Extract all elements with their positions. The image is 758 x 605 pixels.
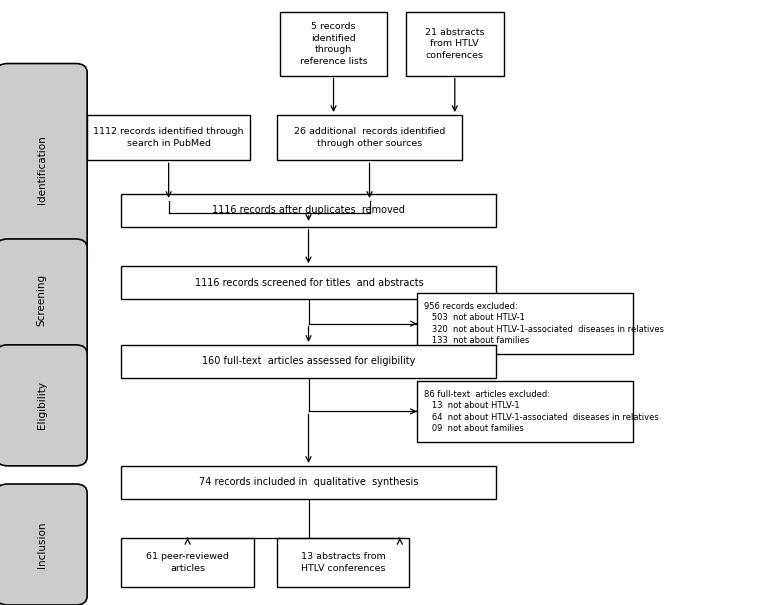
FancyBboxPatch shape (0, 64, 87, 275)
Text: Eligibility: Eligibility (36, 381, 47, 430)
Text: 1116 records after duplicates  removed: 1116 records after duplicates removed (212, 205, 406, 215)
FancyBboxPatch shape (121, 466, 496, 499)
Text: 61 peer-reviewed
articles: 61 peer-reviewed articles (146, 552, 229, 573)
Text: 1116 records screened for titles  and abstracts: 1116 records screened for titles and abs… (195, 278, 423, 288)
FancyBboxPatch shape (277, 538, 409, 587)
Text: 956 records excluded:
   503  not about HTLV-1
   320  not about HTLV-1-associat: 956 records excluded: 503 not about HTLV… (424, 302, 665, 345)
Text: Inclusion: Inclusion (36, 522, 47, 567)
FancyBboxPatch shape (417, 293, 633, 354)
Text: Identification: Identification (36, 135, 47, 204)
Text: 26 additional  records identified
through other sources: 26 additional records identified through… (294, 128, 445, 148)
Text: 21 abstracts
from HTLV
conferences: 21 abstracts from HTLV conferences (425, 28, 484, 60)
FancyBboxPatch shape (87, 115, 250, 160)
Text: 86 full-text  articles excluded:
   13  not about HTLV-1
   64  not about HTLV-1: 86 full-text articles excluded: 13 not a… (424, 390, 659, 433)
FancyBboxPatch shape (417, 381, 633, 442)
FancyBboxPatch shape (121, 194, 496, 227)
FancyBboxPatch shape (406, 12, 504, 76)
FancyBboxPatch shape (0, 239, 87, 360)
FancyBboxPatch shape (280, 12, 387, 76)
FancyBboxPatch shape (121, 345, 496, 378)
Text: 1112 records identified through
search in PubMed: 1112 records identified through search i… (93, 128, 244, 148)
FancyBboxPatch shape (121, 538, 254, 587)
FancyBboxPatch shape (121, 266, 496, 299)
Text: 5 records
identified
through
reference lists: 5 records identified through reference l… (299, 22, 368, 65)
Text: 74 records included in  qualitative  synthesis: 74 records included in qualitative synth… (199, 477, 418, 488)
FancyBboxPatch shape (0, 484, 87, 605)
FancyBboxPatch shape (0, 345, 87, 466)
Text: 13 abstracts from
HTLV conferences: 13 abstracts from HTLV conferences (301, 552, 385, 573)
Text: Screening: Screening (36, 273, 47, 325)
Text: 160 full-text  articles assessed for eligibility: 160 full-text articles assessed for elig… (202, 356, 415, 367)
FancyBboxPatch shape (277, 115, 462, 160)
